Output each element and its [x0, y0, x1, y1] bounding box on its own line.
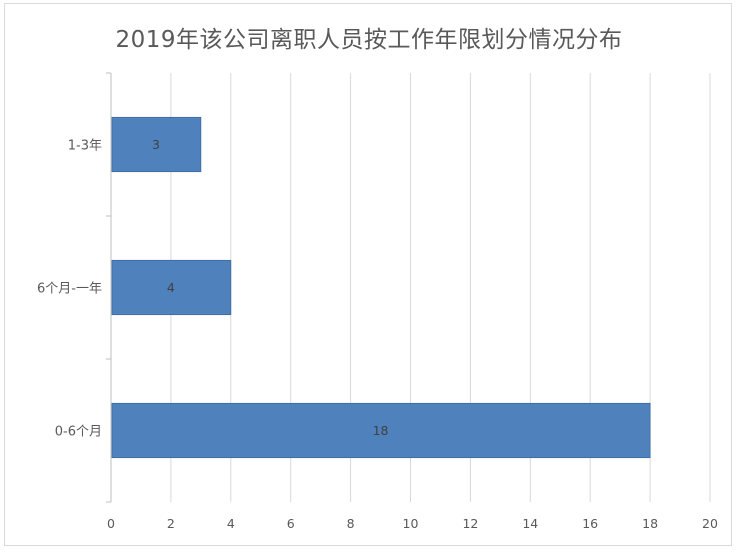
category-label: 0-6个月 — [55, 425, 102, 440]
category-label: 1-3年 — [68, 139, 102, 154]
labels: 0 2 4 6 8 10 12 14 16 18 20 3 1-3年 4 6个月-一年 18 0-6个月 — [37, 137, 718, 531]
x-tick-label: 12 — [462, 516, 478, 531]
x-tick-label: 4 — [227, 516, 235, 531]
x-tick-label: 6 — [287, 516, 295, 531]
x-tick-label: 18 — [642, 516, 658, 531]
data-label: 4 — [167, 280, 175, 295]
bar — [111, 402, 651, 459]
x-tick-label: 0 — [107, 516, 115, 531]
data-label: 18 — [373, 423, 389, 438]
x-tick-label: 8 — [347, 516, 355, 531]
bar — [111, 259, 232, 316]
bar — [111, 116, 202, 173]
x-tick-label: 14 — [522, 516, 538, 531]
x-tick-label: 10 — [403, 516, 419, 531]
category-label: 6个月-一年 — [37, 282, 102, 297]
bars — [111, 116, 651, 459]
x-tick-label: 16 — [582, 516, 598, 531]
x-tick-label: 20 — [702, 516, 718, 531]
axes — [106, 72, 112, 503]
x-tick-label: 2 — [167, 516, 175, 531]
chart-title: 2019年该公司离职人员按工作年限划分情况分布 — [115, 27, 623, 53]
data-label: 3 — [152, 137, 160, 152]
